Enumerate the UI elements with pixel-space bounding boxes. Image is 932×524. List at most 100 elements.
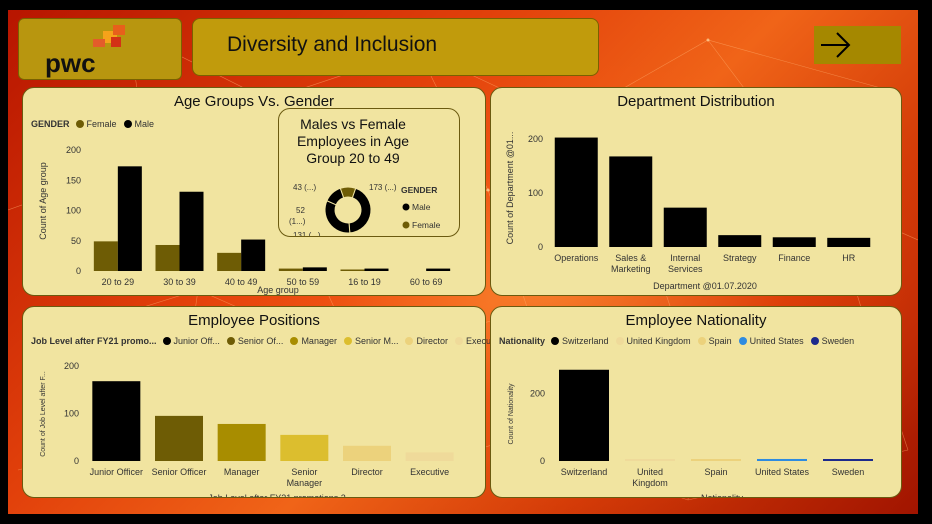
positions-legend-item[interactable]: Manager [290,336,337,346]
legend-swatch [162,337,171,345]
legend-label: United States [749,336,804,346]
nationality-legend-item[interactable]: Sweden [810,336,855,346]
nationality-legend-item[interactable]: Switzerland [551,336,609,346]
y-tick-label: 100 [64,409,79,419]
x-tick-label: HR [842,253,855,263]
x-tick-label: Finance [778,253,810,263]
x-tick-label: Switzerland [561,467,608,477]
nationality-legend-item[interactable]: United Kingdom [615,336,691,346]
bar [663,207,707,247]
arrow-right-icon [821,32,851,58]
department-chart: 0 100 200 Operations Sales &Marketing Interna… [505,132,871,291]
donut-legend-female: Female [412,220,441,230]
pwc-logo: pwc [45,25,125,78]
donut-slice [339,186,357,199]
donut-label: 173 (...) [369,183,397,192]
x-tick-label: Executive [410,467,449,477]
bar-female [155,244,180,271]
y-tick-label: 0 [76,266,81,276]
x-axis-title: Department @01.07.2020 [653,281,757,291]
donut-title: Employees in Age [297,133,409,149]
x-tick-label: Manager [287,478,323,488]
positions-title: Employee Positions [188,312,320,329]
legend-label: Switzerland [562,336,609,346]
bar-male [241,239,266,271]
legend-swatch [226,337,235,345]
nationality-card: Employee Nationality Nationality Switzer… [490,306,902,498]
bar [691,459,741,461]
bar [757,458,807,461]
age-gender-chart: 0 50 100 150 200 20 to 29 30 to 39 40 to 49 50 t… [38,145,451,295]
positions-legend: Job Level after FY21 promo... Junior Off… [31,336,512,346]
x-tick-label: 16 to 19 [348,277,381,287]
legend-swatch [551,337,560,345]
x-tick-label: Kingdom [632,478,668,488]
legend-label: Sweden [821,336,855,346]
positions-legend-item[interactable]: Senior M... [343,336,398,346]
bar-female [93,241,118,271]
bar [823,459,873,461]
donut-card: Males vs Female Employees in Age Group 20 … [278,108,460,237]
positions-legend-item[interactable]: Director [405,336,448,346]
bar [343,445,391,461]
x-tick-label: 20 to 29 [102,277,135,287]
legend-label: Director [416,336,448,346]
bar-female [217,252,242,271]
y-tick-label: 200 [66,145,81,155]
positions-legend-item[interactable]: Executive [455,336,505,346]
bar [609,156,653,247]
donut-legend-male: Male [412,202,431,212]
legend-label: Executive [466,336,506,346]
bar [92,381,141,461]
age-gender-legend: GENDER Female Male [31,119,161,129]
y-tick-label: 0 [540,456,545,466]
legend-label: Senior Of... [237,336,284,346]
nationality-legend-item[interactable]: United States [738,336,804,346]
legend-label: Spain [708,336,732,346]
legend-swatch [405,337,414,345]
y-tick-label: 200 [64,361,79,371]
x-tick-label: Strategy [723,253,757,263]
positions-card: Employee Positions Job Level after FY21 … [22,306,505,498]
legend-item-female[interactable]: Female [75,119,117,129]
x-axis-title: Nationality [701,493,744,497]
bar-male [364,268,389,271]
legend-swatch [697,337,706,345]
legend-label: United Kingdom [626,336,691,346]
bar-male [426,268,451,271]
bar [772,237,816,247]
next-page-button[interactable] [814,26,901,64]
legend-swatch [343,337,352,345]
y-tick-label: 150 [66,175,81,185]
bar-female [340,269,365,271]
nationality-legend-item[interactable]: Spain [697,336,732,346]
y-tick-label: 0 [538,242,543,252]
x-tick-label: Internal [670,253,700,263]
bar [559,369,609,461]
donut-label: 52 [296,206,305,215]
y-axis-title: Count of Age group [38,162,48,240]
bar [554,137,598,247]
positions-legend-item[interactable]: Senior Of... [226,336,284,346]
nationality-legend: Nationality Switzerland United Kingdom Spa… [499,336,861,346]
y-axis-title: Count of Nationality [508,383,515,445]
positions-legend-item[interactable]: Junior Off... [162,336,220,346]
legend-title: Nationality [499,336,546,346]
x-tick-label: Director [351,467,383,477]
x-tick-label: Sweden [832,467,865,477]
legend-swatch [615,337,624,345]
x-tick-label: Services [668,264,703,274]
legend-item-male[interactable]: Male [123,119,154,129]
legend-swatch-male [402,203,410,211]
age-gender-title: Age Groups Vs. Gender [173,93,335,110]
legend-label: Junior Off... [173,336,220,346]
nationality-title: Employee Nationality [625,312,767,329]
legend-title: Job Level after FY21 promo... [31,336,157,346]
x-tick-label: Spain [704,467,727,477]
x-tick-label: Junior Officer [90,467,143,477]
y-tick-label: 0 [74,456,79,466]
bar [405,452,454,461]
legend-title: GENDER [31,119,70,129]
